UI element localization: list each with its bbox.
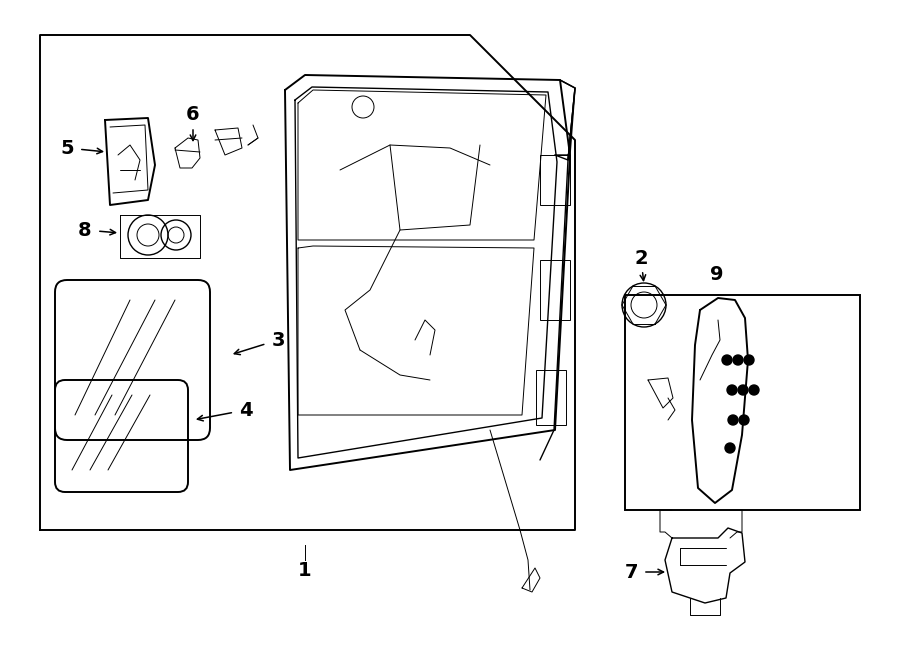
Text: 1: 1 [298, 561, 311, 580]
Circle shape [738, 385, 748, 395]
Bar [625, 295, 860, 510]
Bar [540, 260, 570, 320]
Circle shape [744, 355, 754, 365]
Text: 8: 8 [78, 221, 92, 239]
Text: 3: 3 [271, 330, 284, 350]
Circle shape [739, 415, 749, 425]
Text: 2: 2 [634, 249, 648, 268]
Circle shape [725, 443, 735, 453]
Circle shape [749, 385, 759, 395]
Text: 6: 6 [186, 106, 200, 124]
Circle shape [722, 355, 732, 365]
Text: 7: 7 [625, 563, 638, 582]
Bar [540, 155, 570, 205]
Text: 9: 9 [710, 266, 724, 284]
Bar [536, 370, 566, 425]
Circle shape [727, 385, 737, 395]
Circle shape [728, 415, 738, 425]
Text: 5: 5 [60, 139, 74, 157]
Circle shape [733, 355, 743, 365]
Text: 4: 4 [239, 401, 253, 420]
